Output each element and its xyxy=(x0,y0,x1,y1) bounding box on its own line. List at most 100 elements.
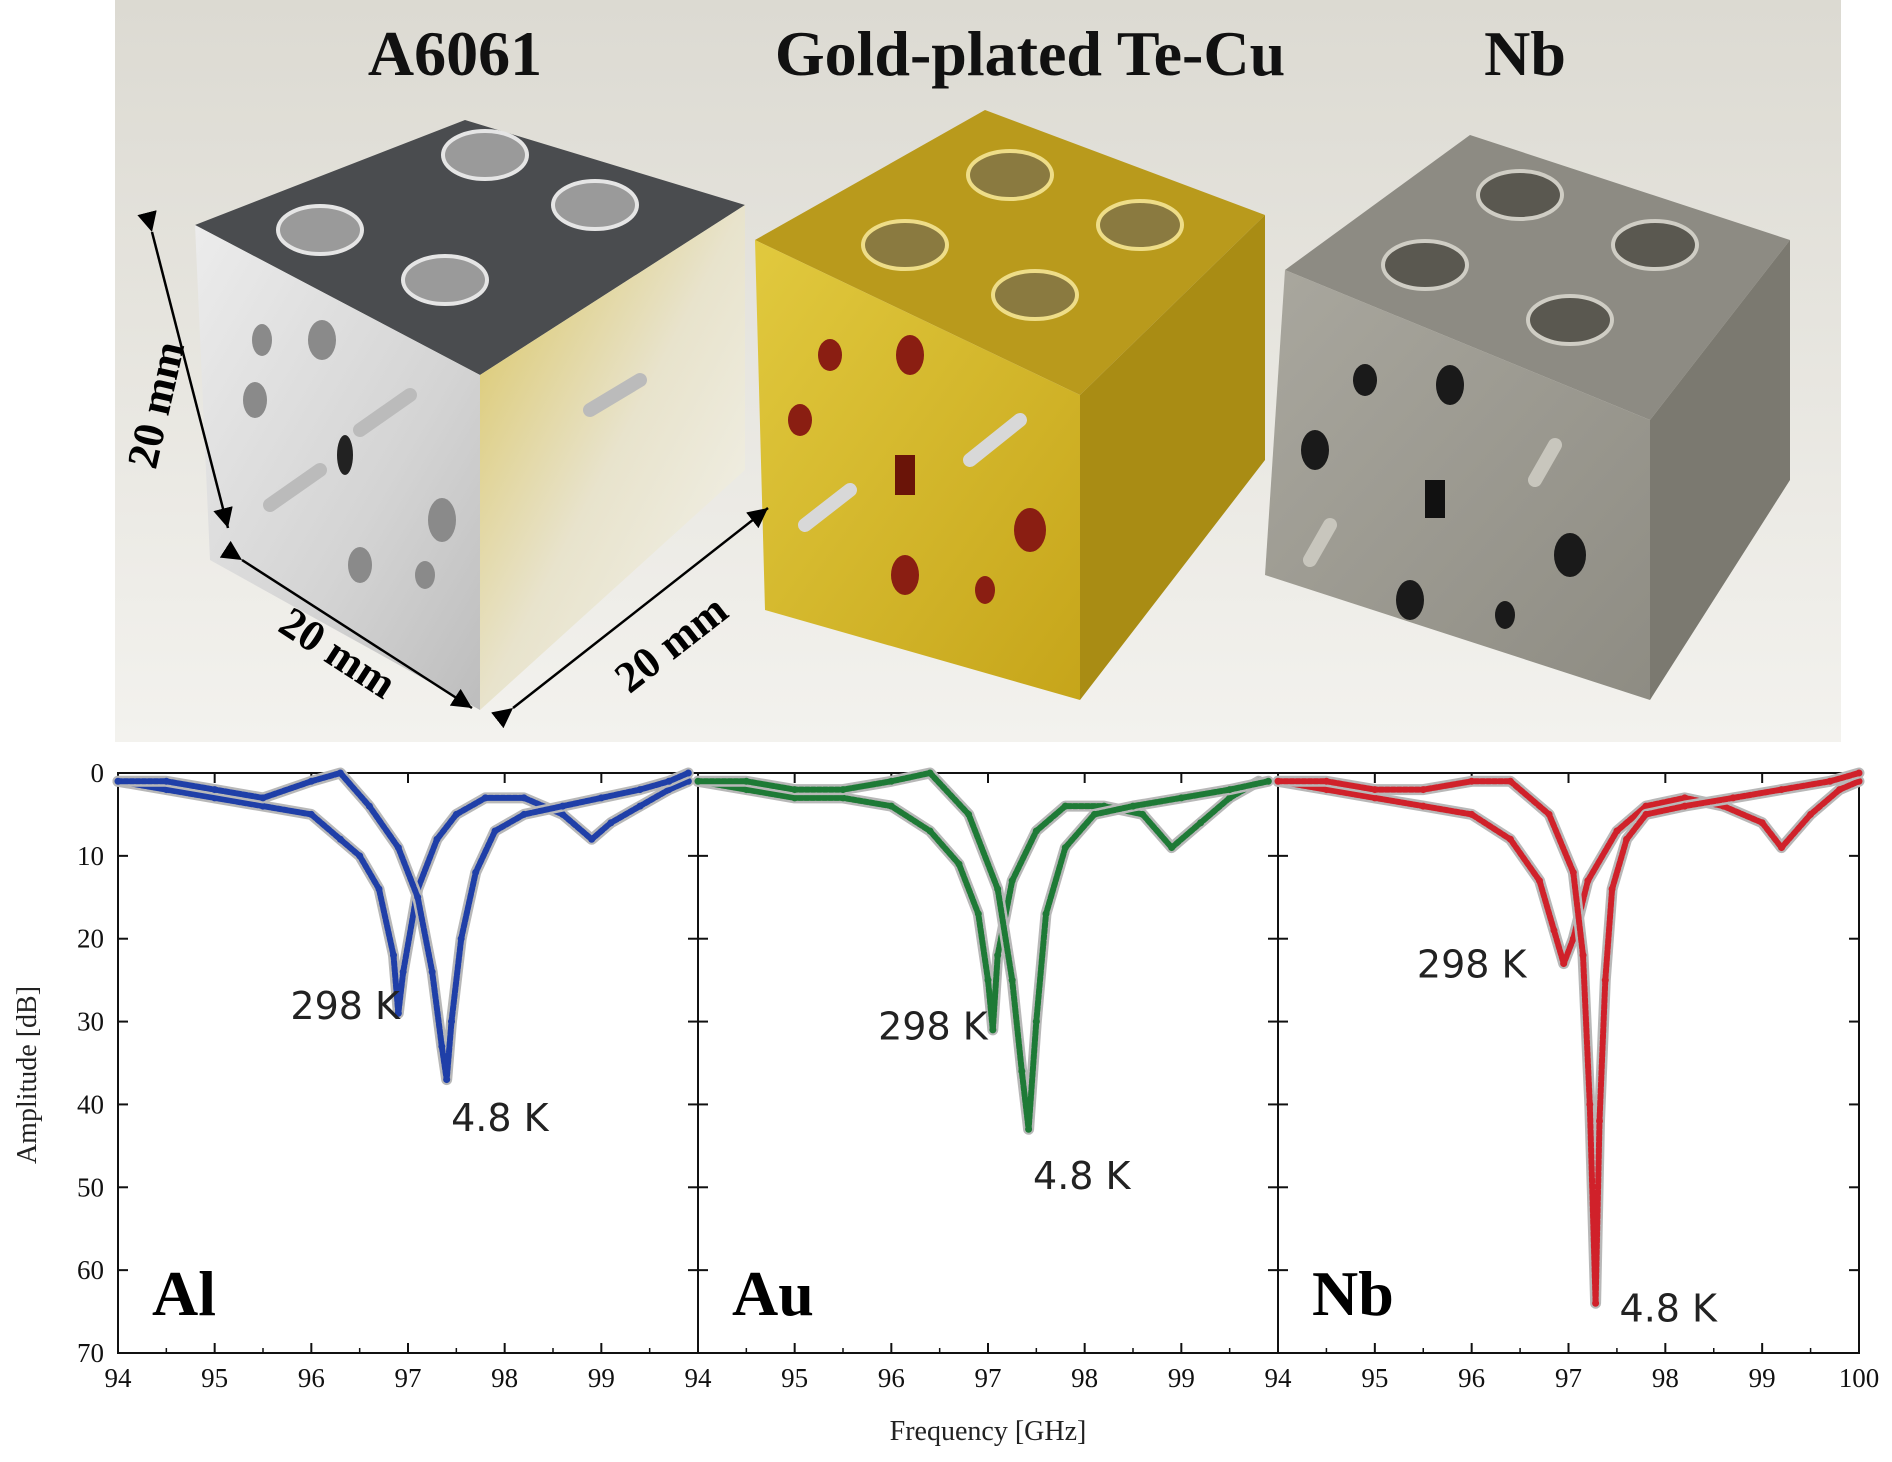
data-point xyxy=(307,777,315,785)
data-point xyxy=(1681,802,1689,810)
data-point xyxy=(1032,1018,1040,1026)
data-point xyxy=(1535,877,1543,885)
data-point xyxy=(259,794,267,802)
x-tick-label: 95 xyxy=(1361,1363,1388,1393)
data-point xyxy=(1129,802,1137,810)
data-point xyxy=(1601,976,1609,984)
data-point xyxy=(974,910,982,918)
peak-label: 298 K xyxy=(878,1005,989,1049)
x-tick-label: 98 xyxy=(1071,1363,1098,1393)
au-port-features xyxy=(788,335,1046,604)
data-point xyxy=(1545,810,1553,818)
x-tick-label: 96 xyxy=(1458,1363,1485,1393)
width-arrow xyxy=(491,507,769,729)
data-point xyxy=(994,885,1002,893)
nb-port-features xyxy=(1301,364,1586,629)
data-point xyxy=(365,802,373,810)
data-point xyxy=(1586,1100,1594,1108)
data-point xyxy=(597,794,605,802)
x-tick-label: 94 xyxy=(1265,1363,1293,1393)
data-point xyxy=(394,844,402,852)
x-tick-label: 95 xyxy=(201,1363,228,1393)
data-point xyxy=(926,827,934,835)
data-point xyxy=(1061,802,1069,810)
series-line-298-k xyxy=(695,778,1262,1033)
data-point xyxy=(1506,835,1514,843)
data-point xyxy=(1468,810,1476,818)
data-point xyxy=(1025,1125,1033,1133)
data-point xyxy=(607,819,615,827)
height-arrow xyxy=(137,210,233,529)
y-tick-label: 60 xyxy=(77,1255,104,1285)
data-point xyxy=(433,835,441,843)
data-point xyxy=(1595,1117,1603,1125)
data-point xyxy=(1826,777,1834,785)
data-point xyxy=(1613,827,1621,835)
data-point xyxy=(559,802,567,810)
x-axis-title: Frequency [GHz] xyxy=(890,1416,1087,1447)
data-point xyxy=(375,885,383,893)
data-point xyxy=(887,777,895,785)
gold-block xyxy=(755,110,1265,700)
x-tick-label: 94 xyxy=(685,1363,713,1393)
data-point xyxy=(1623,835,1631,843)
data-point xyxy=(520,794,528,802)
data-point xyxy=(390,951,397,959)
data-point xyxy=(211,794,219,802)
data-point xyxy=(336,769,344,777)
x-tick-label: 99 xyxy=(1168,1363,1195,1393)
data-point xyxy=(1836,786,1844,794)
data-point xyxy=(1642,802,1650,810)
data-point xyxy=(1419,786,1427,794)
data-point xyxy=(1778,786,1786,794)
data-point xyxy=(307,810,315,818)
data-point xyxy=(839,786,847,794)
peak-label: 4.8 K xyxy=(451,1096,550,1140)
peak-label: 4.8 K xyxy=(1620,1286,1719,1330)
data-point xyxy=(457,935,465,943)
data-point xyxy=(1560,960,1568,968)
nb-pins xyxy=(1303,438,1562,567)
panel-label-au: Au xyxy=(732,1258,814,1329)
data-point xyxy=(1042,910,1050,918)
x-tick-label: 100 xyxy=(1839,1363,1880,1393)
depth-arrow xyxy=(219,540,473,710)
data-point xyxy=(520,810,528,818)
nb-screw-holes xyxy=(1381,169,1699,346)
data-point xyxy=(414,893,422,901)
x-tick-label: 97 xyxy=(1555,1363,1582,1393)
series-halo xyxy=(1272,767,1865,1309)
data-point xyxy=(1468,777,1476,785)
data-point xyxy=(665,786,673,794)
x-tick-label: 97 xyxy=(395,1363,422,1393)
x-tick-label: 96 xyxy=(298,1363,325,1393)
data-point xyxy=(1569,935,1577,943)
data-point xyxy=(1579,951,1587,959)
data-point xyxy=(636,802,644,810)
data-point xyxy=(1226,786,1234,794)
data-point xyxy=(1226,794,1234,802)
data-point xyxy=(452,810,460,818)
x-tick-label: 98 xyxy=(491,1363,518,1393)
al-screw-holes xyxy=(276,129,639,306)
data-point xyxy=(994,951,1002,959)
series-line-298-k xyxy=(115,778,692,1017)
data-point xyxy=(336,835,344,843)
data-point xyxy=(1322,786,1330,794)
data-point xyxy=(984,976,992,984)
peak-label: 298 K xyxy=(290,984,401,1028)
au-screw-holes xyxy=(861,149,1184,321)
data-point xyxy=(162,786,170,794)
nb-top-face xyxy=(1285,135,1790,420)
data-point xyxy=(791,786,799,794)
data-point xyxy=(162,777,170,785)
data-point xyxy=(1569,868,1577,876)
data-point xyxy=(1061,844,1069,852)
x-tick-label: 96 xyxy=(878,1363,905,1393)
x-tick-label: 99 xyxy=(1749,1363,1776,1393)
al-pins xyxy=(263,373,647,512)
data-point xyxy=(1592,1299,1600,1307)
y-tick-label: 10 xyxy=(77,841,104,871)
